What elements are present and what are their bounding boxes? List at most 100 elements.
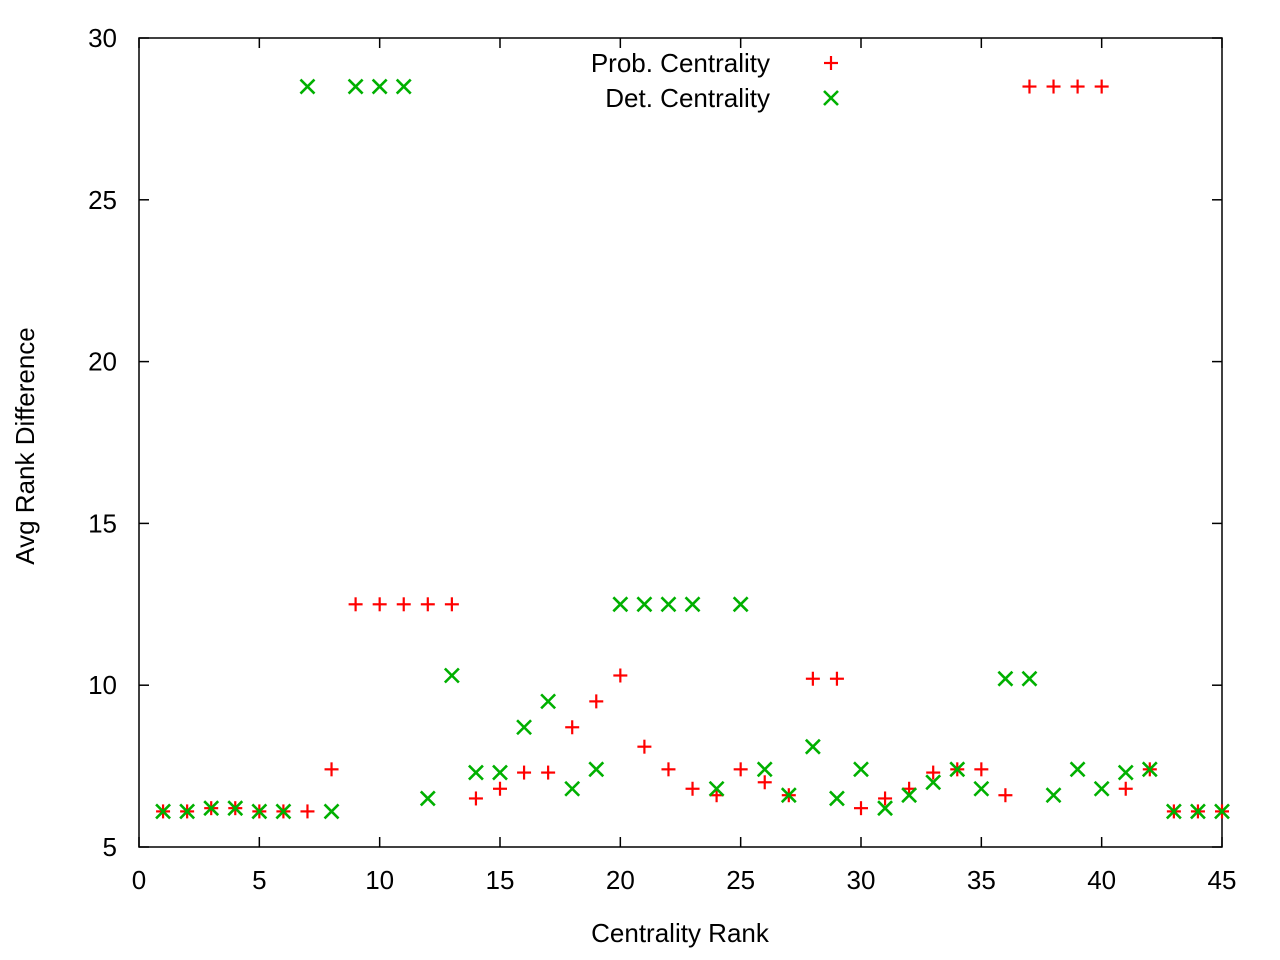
cross-stroke-b — [1214, 803, 1230, 820]
det-centrality-point — [516, 719, 532, 736]
plot-frame — [138, 37, 1223, 848]
legend-marker-det — [823, 90, 839, 106]
prob-centrality-point — [348, 597, 363, 612]
det-centrality-point — [997, 670, 1014, 687]
prob-centrality-point — [733, 762, 748, 777]
prob-centrality-point — [1022, 79, 1037, 94]
det-centrality-point — [708, 780, 725, 797]
prob-centrality-point — [829, 671, 844, 686]
cross-stroke-b — [492, 764, 508, 781]
cross-stroke-b — [997, 670, 1014, 687]
cross-stroke-b — [1165, 803, 1182, 820]
prob-centrality-point — [757, 775, 772, 790]
prob-centrality-point — [493, 781, 507, 796]
prob-centrality-point — [854, 801, 868, 816]
x-tick-label: 0 — [132, 865, 146, 895]
cross-stroke-b — [299, 78, 316, 95]
prob-centrality-point — [805, 671, 820, 686]
cross-stroke-b — [179, 803, 196, 820]
det-centrality-point — [973, 780, 990, 797]
det-centrality-point — [347, 78, 364, 95]
cross-stroke-b — [1117, 764, 1134, 781]
legend: Prob. Centrality Det. Centrality — [591, 48, 839, 113]
det-centrality-point — [1021, 670, 1038, 687]
prob-centrality-point — [1070, 79, 1085, 94]
cross-stroke-b — [1093, 780, 1110, 797]
det-centrality-point — [877, 800, 893, 817]
det-centrality-point — [1093, 780, 1110, 797]
cross-stroke-b — [588, 761, 605, 778]
y-tick-label: 30 — [88, 23, 117, 53]
prob-centrality-point — [565, 720, 580, 735]
det-centrality-point — [949, 761, 966, 778]
legend-label-det: Det. Centrality — [605, 83, 770, 113]
prob-centrality-point — [468, 791, 483, 806]
det-centrality-point — [588, 761, 605, 778]
det-centrality-point — [275, 803, 292, 820]
prob-centrality-point — [444, 597, 459, 612]
cross-stroke-b — [227, 800, 244, 817]
cross-stroke-b — [564, 780, 581, 797]
cross-stroke-b — [468, 764, 484, 781]
cross-stroke-b — [251, 803, 268, 820]
prob-centrality-point — [1094, 79, 1109, 94]
cross-stroke-b — [155, 803, 171, 820]
det-centrality-point — [1214, 803, 1230, 820]
y-tick-label: 25 — [88, 185, 117, 215]
prob-centrality-point — [517, 765, 532, 780]
det-centrality-point — [1069, 761, 1086, 778]
cross-stroke-b — [949, 761, 966, 778]
prob-centrality-point — [637, 739, 652, 754]
cross-stroke-b — [612, 596, 629, 613]
det-centrality-point — [251, 803, 268, 820]
cross-stroke-b — [516, 719, 532, 736]
cross-stroke-b — [829, 790, 845, 807]
cross-stroke-b — [853, 761, 869, 778]
cross-stroke-b — [1141, 761, 1158, 778]
det-centrality-point — [780, 787, 797, 804]
cross-stroke-b — [323, 803, 340, 820]
cross-stroke-b — [203, 800, 220, 817]
data-points — [155, 78, 1230, 820]
det-centrality-point — [756, 761, 773, 778]
cross-stroke-b — [901, 787, 918, 804]
cross-stroke-b — [371, 78, 388, 95]
det-centrality-point — [395, 78, 412, 95]
prob-centrality-point — [1046, 79, 1061, 94]
cross-stroke-b — [732, 596, 749, 613]
cross-stroke-b — [1045, 787, 1062, 804]
det-centrality-point — [1190, 803, 1206, 820]
det-centrality-point — [492, 764, 508, 781]
det-centrality-point — [540, 693, 557, 710]
x-tick-labels: 0 5 10 15 20 25 30 35 40 45 — [132, 865, 1237, 895]
cross-stroke-b — [540, 693, 557, 710]
det-centrality-point — [1165, 803, 1182, 820]
legend-marker-prob — [824, 56, 838, 70]
cross-stroke-b — [804, 738, 821, 755]
prob-centrality-point — [974, 762, 989, 777]
det-centrality-point — [829, 790, 845, 807]
prob-centrality-point — [878, 791, 893, 806]
det-centrality-point — [1117, 764, 1134, 781]
det-centrality-point — [468, 764, 484, 781]
cross-stroke-b — [395, 78, 412, 95]
det-centrality-point — [155, 803, 171, 820]
cross-stroke-b — [925, 774, 942, 791]
det-centrality-point — [564, 780, 581, 797]
cross-stroke-b — [636, 596, 653, 613]
det-centrality-point — [179, 803, 196, 820]
det-centrality-point — [636, 596, 653, 613]
x-tick-label: 20 — [606, 865, 635, 895]
det-centrality-point — [203, 800, 220, 817]
prob-centrality-point — [324, 762, 339, 777]
x-tick-label: 15 — [486, 865, 515, 895]
y-tick-label: 10 — [88, 670, 117, 700]
x-tick-label: 45 — [1208, 865, 1237, 895]
det-centrality-point — [732, 596, 749, 613]
prob-centrality-point — [300, 804, 315, 819]
prob-centrality-point — [998, 788, 1013, 803]
det-centrality-point — [323, 803, 340, 820]
prob-centrality-point — [926, 765, 941, 780]
x-axis-title: Centrality Rank — [591, 918, 770, 948]
det-centrality-point — [612, 596, 629, 613]
